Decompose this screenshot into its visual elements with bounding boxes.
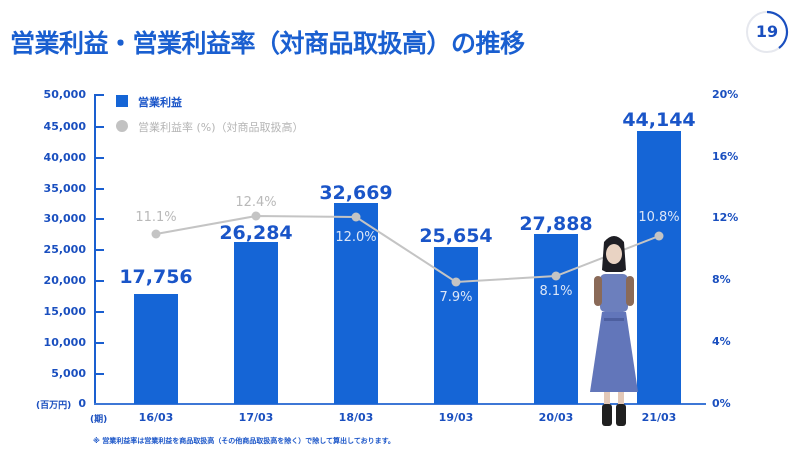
right-tick-label: 4% bbox=[712, 335, 731, 348]
x-tick-label: 16/03 bbox=[138, 411, 174, 424]
bar-value-label: 25,654 bbox=[419, 225, 493, 247]
left-tick-mark bbox=[96, 280, 104, 282]
left-tick-label: 5,000 bbox=[51, 367, 86, 380]
bar-16-03 bbox=[134, 294, 178, 404]
right-tick-label: 20% bbox=[712, 88, 739, 101]
left-axis-unit: (百万円) bbox=[36, 401, 72, 411]
left-tick-mark bbox=[96, 157, 104, 159]
x-tick-label: 18/03 bbox=[338, 411, 374, 424]
rate-label: 10.8% bbox=[638, 210, 680, 225]
right-tick-label: 16% bbox=[712, 150, 739, 163]
bar-21-03 bbox=[637, 131, 681, 404]
rate-label: 11.1% bbox=[135, 210, 177, 225]
left-tick-label: 15,000 bbox=[43, 305, 86, 318]
legend-line-label: 営業利益率 (%)（対商品取扱高） bbox=[138, 121, 304, 134]
legend-line-marker-icon bbox=[116, 120, 128, 132]
left-tick-label: 0 bbox=[78, 397, 86, 410]
bar-value-label: 44,144 bbox=[622, 109, 696, 131]
right-tick-label: 12% bbox=[712, 211, 739, 224]
person-illustration-icon bbox=[590, 236, 638, 426]
rate-label: 12.0% bbox=[335, 230, 377, 245]
bar-value-label: 27,888 bbox=[519, 213, 593, 235]
bar-value-label: 32,669 bbox=[319, 182, 393, 204]
left-tick-label: 20,000 bbox=[43, 274, 86, 287]
page-number: 19 bbox=[755, 22, 779, 41]
legend-bar-label: 営業利益 bbox=[138, 96, 182, 109]
x-tick-label: 17/03 bbox=[238, 411, 274, 424]
left-tick-label: 50,000 bbox=[43, 88, 86, 101]
progress-ring-icon bbox=[746, 10, 789, 53]
right-tick-label: 8% bbox=[712, 273, 731, 286]
legend-bar-swatch-icon bbox=[116, 95, 128, 107]
left-tick-label: 25,000 bbox=[43, 243, 86, 256]
left-tick-mark bbox=[96, 188, 104, 190]
left-tick-mark bbox=[96, 249, 104, 251]
left-tick-label: 40,000 bbox=[43, 151, 86, 164]
page-title: 営業利益・営業利益率（対商品取扱高）の推移 bbox=[10, 29, 525, 58]
bar-17-03 bbox=[234, 242, 278, 404]
left-tick-mark bbox=[96, 126, 104, 128]
left-tick-mark bbox=[96, 94, 104, 96]
bar-value-label: 17,756 bbox=[119, 266, 193, 288]
period-unit: (期) bbox=[90, 415, 108, 425]
left-tick-label: 45,000 bbox=[43, 120, 86, 133]
x-tick-label: 19/03 bbox=[438, 411, 474, 424]
x-tick-label: 20/03 bbox=[538, 411, 574, 424]
left-tick-mark bbox=[96, 218, 104, 220]
left-tick-mark bbox=[96, 342, 104, 344]
page-number-badge: 19 bbox=[745, 10, 789, 54]
rate-label: 7.9% bbox=[439, 290, 473, 305]
left-tick-label: 10,000 bbox=[43, 336, 86, 349]
rate-label: 12.4% bbox=[235, 195, 277, 210]
left-tick-mark bbox=[96, 373, 104, 375]
x-tick-label: 21/03 bbox=[641, 411, 677, 424]
bar-18-03 bbox=[334, 203, 378, 404]
bar-value-label: 26,284 bbox=[219, 222, 293, 244]
left-tick-label: 30,000 bbox=[43, 212, 86, 225]
right-tick-label: 0% bbox=[712, 397, 731, 410]
x-axis bbox=[94, 403, 706, 405]
bar-20-03 bbox=[534, 234, 578, 404]
left-y-axis bbox=[94, 94, 96, 405]
left-tick-mark bbox=[96, 311, 104, 313]
left-tick-label: 35,000 bbox=[43, 182, 86, 195]
rate-label: 8.1% bbox=[539, 284, 573, 299]
footnote: ※ 営業利益率は営業利益を商品取扱高（その他商品取扱高を除く）で除して算出してお… bbox=[93, 437, 395, 445]
